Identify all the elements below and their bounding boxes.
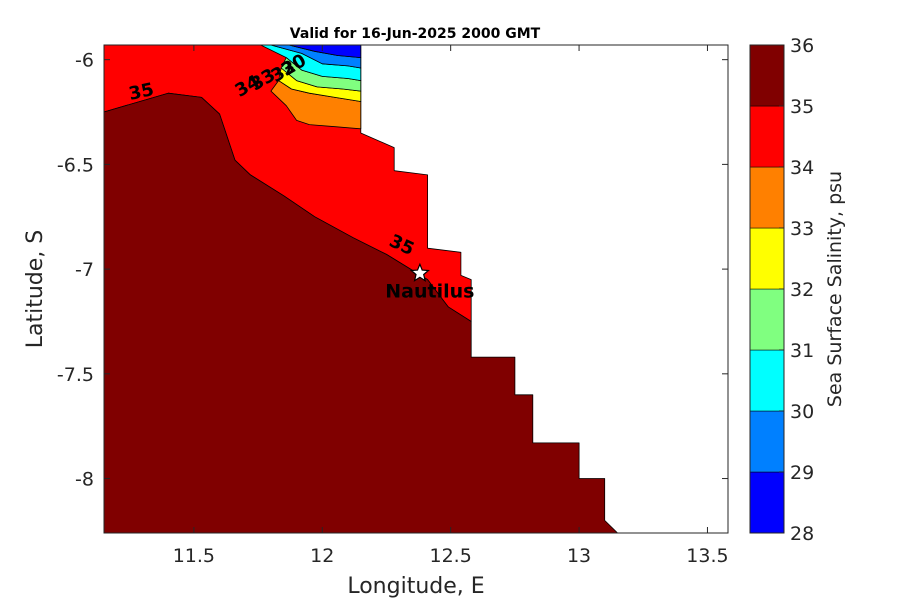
x-tick-label: 13.5 xyxy=(686,545,728,567)
station-marker-group: Nautilus xyxy=(385,262,474,302)
station-marker-label: Nautilus xyxy=(385,280,474,302)
colorbar-tick-label: 31 xyxy=(790,340,814,362)
station-marker-star xyxy=(409,262,430,282)
colorbar-tick-label: 29 xyxy=(790,462,814,484)
colorbar-tick-label: 33 xyxy=(790,218,814,240)
colorbar-band-32 xyxy=(749,227,785,290)
x-tick-label: 12 xyxy=(310,545,334,567)
y-axis-ticks: -6 -6.5 -7 -7.5 -8 xyxy=(57,50,728,491)
y-tick-label: -6.5 xyxy=(57,154,94,176)
x-tick-label: 11.5 xyxy=(173,545,215,567)
x-tick-label: 12.5 xyxy=(430,545,472,567)
salinity-regions xyxy=(103,44,618,534)
colorbar-band-35 xyxy=(749,44,785,107)
colorbar-tick-label: 30 xyxy=(790,401,814,423)
colorbar-band-34 xyxy=(749,105,785,168)
colorbar-band-29 xyxy=(749,410,785,473)
y-tick-label: -6 xyxy=(75,50,94,72)
chart-title: Valid for 16-Jun-2025 2000 GMT xyxy=(290,26,541,42)
colorbar-band-31 xyxy=(749,288,785,351)
colorbar-tick-label: 32 xyxy=(790,279,814,301)
contour-label-35-0: 35 xyxy=(127,79,156,105)
colorbar-tick-label: 36 xyxy=(790,35,814,57)
y-tick-label: -7 xyxy=(75,259,94,281)
colorbar-bands xyxy=(749,44,785,534)
colorbar-band-30 xyxy=(749,349,785,412)
plot-frame xyxy=(103,44,729,534)
colorbar-tick-label: 34 xyxy=(790,157,814,179)
region-salinity-35-36 xyxy=(103,92,618,534)
y-tick-label: -7.5 xyxy=(57,364,94,386)
colorbar-tick-label: 35 xyxy=(790,96,814,118)
x-axis-ticks: 11.5 12 12.5 13 13.5 xyxy=(173,45,729,567)
colorbar-ticks: 28 29 30 31 32 33 34 35 36 xyxy=(779,35,814,545)
colorbar-band-28 xyxy=(749,471,785,534)
colorbar-band-33 xyxy=(749,166,785,229)
colorbar-label: Sea Surface Salinity, psu xyxy=(824,171,846,407)
y-tick-label: -8 xyxy=(75,469,94,491)
y-axis-label: Latitude, S xyxy=(23,230,48,349)
x-tick-label: 13 xyxy=(567,545,591,567)
colorbar: 28 29 30 31 32 33 34 35 36 Sea Surface Salinity,… xyxy=(749,35,846,545)
x-axis-label: Longitude, E xyxy=(347,574,484,599)
colorbar-tick-label: 28 xyxy=(790,523,814,545)
